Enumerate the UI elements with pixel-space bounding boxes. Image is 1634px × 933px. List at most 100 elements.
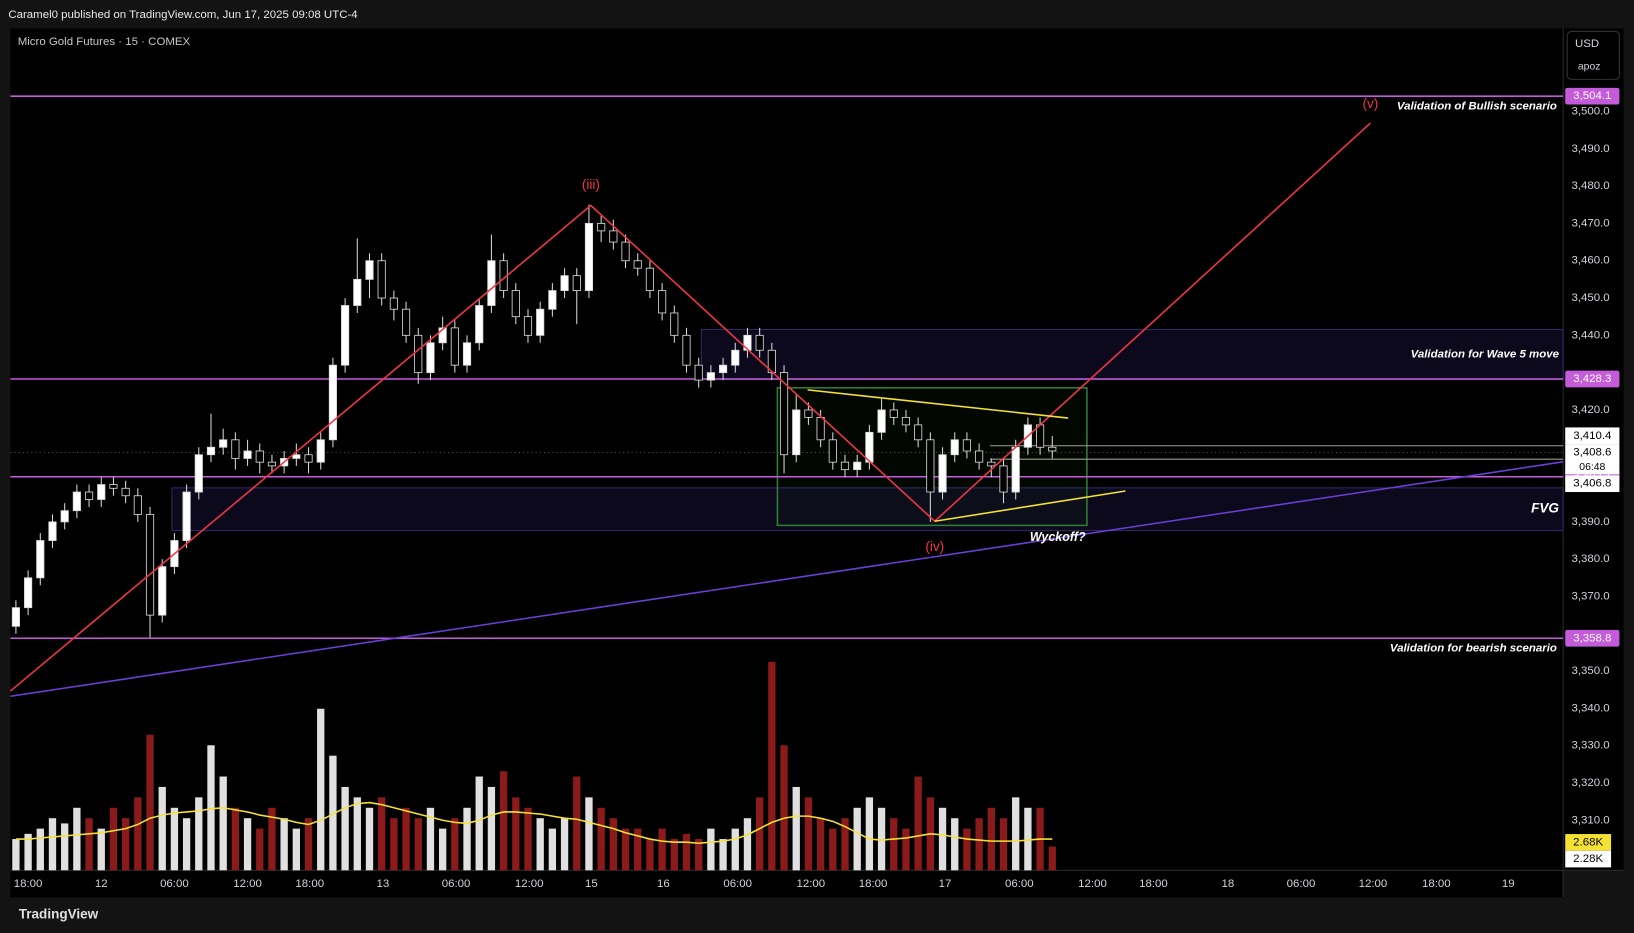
candle-body [11, 607, 20, 627]
x-tick-label: 06:00 [160, 878, 189, 890]
level-tag-label: 3,504.1 [1573, 90, 1611, 102]
candle-body [633, 260, 642, 269]
y-tick-label: 3,340.0 [1571, 702, 1609, 714]
volume-bar [85, 818, 93, 871]
volume-bar [865, 797, 874, 871]
price-tag-label: 3,406.8 [1573, 478, 1611, 490]
y-tick-label: 3,330.0 [1571, 740, 1609, 752]
candle-body [743, 334, 752, 351]
candle-body [487, 260, 496, 306]
plot [10, 95, 1564, 871]
volume-bar [743, 818, 752, 871]
scale-mode[interactable]: apoz [1578, 62, 1601, 73]
candle-body [597, 222, 606, 232]
candle-body [706, 372, 715, 381]
x-tick-label: 18 [1221, 878, 1234, 890]
volume-bar [341, 786, 349, 871]
candle-body [804, 409, 813, 418]
volume-bar [256, 828, 264, 871]
volume-bar [573, 776, 581, 871]
x-tick-label: 12:00 [233, 878, 262, 890]
candle-body [328, 364, 337, 441]
x-tick-label: 06:00 [723, 878, 752, 890]
volume-ma [15, 801, 1053, 845]
volume-bar [646, 839, 654, 871]
volume-bar [585, 797, 593, 871]
candle-body [194, 454, 203, 493]
volume-bar [755, 797, 764, 871]
fvg-label: FVG [1531, 500, 1559, 515]
volume-bar [560, 818, 569, 871]
price-tag [1565, 427, 1620, 445]
volume-bar [658, 828, 666, 871]
volume-bar [475, 776, 483, 871]
wyckoff-label: Wyckoff? [1030, 530, 1086, 544]
volume-bar [975, 818, 983, 871]
level-tag [1565, 370, 1620, 388]
footer-logo: TradingView [19, 907, 99, 922]
candle-body [145, 513, 155, 616]
candle-body [255, 450, 264, 463]
volume-bar [317, 708, 325, 871]
volume-bar [231, 807, 240, 871]
candle-body [792, 409, 801, 456]
volume-bar [48, 818, 57, 871]
volume-bar [707, 828, 715, 871]
time-axis [10, 870, 1564, 898]
candle-body [755, 334, 764, 351]
volume-bar [219, 776, 227, 871]
candle-body [536, 308, 545, 336]
candle-body [36, 540, 45, 579]
volume-bar [463, 807, 471, 871]
x-tick-label: 19 [1502, 878, 1515, 890]
volume-bar [768, 661, 776, 871]
candle-body [292, 454, 301, 459]
volume-bar [414, 818, 422, 871]
candle-body [219, 439, 228, 448]
candle-body [901, 416, 911, 426]
x-tick-label: 12:00 [515, 878, 544, 890]
volume-bar [451, 818, 459, 871]
x-tick-label: 18:00 [1139, 878, 1168, 890]
candle-body [645, 267, 654, 291]
candle-body [1011, 446, 1020, 493]
volume-bar [438, 828, 447, 871]
volume-bar [207, 745, 215, 871]
volume-bar [780, 745, 788, 871]
candle-body [779, 372, 789, 456]
candle-body [316, 439, 325, 463]
candle-body [889, 409, 898, 418]
x-tick-label: 17 [939, 878, 952, 890]
candle-body [133, 495, 142, 515]
volume-bar [1012, 797, 1020, 871]
volume-bar [1048, 846, 1056, 871]
currency[interactable]: USD [1575, 38, 1599, 50]
y-tick-label: 3,470.0 [1571, 217, 1609, 229]
volume-bar [890, 818, 898, 871]
volume-bar [353, 797, 361, 871]
volume-bar [329, 755, 337, 871]
volume-bar [695, 839, 703, 871]
candle-body [548, 290, 557, 310]
candle-body [938, 454, 947, 493]
symbol: Micro Gold Futures · 15 · COMEX [18, 36, 191, 48]
volume-bar [512, 797, 520, 871]
level-note: Validation for bearish scenario [1390, 642, 1557, 654]
volume-bar [182, 818, 191, 871]
volume-bar [987, 807, 995, 871]
candle-body [731, 349, 740, 366]
x-tick-label: 06:00 [1005, 878, 1034, 890]
candle-body [121, 487, 130, 497]
volume-bar [158, 786, 166, 871]
x-tick-label: 15 [585, 878, 598, 890]
wave-label: (iv) [925, 539, 944, 554]
level-tag [1565, 629, 1620, 647]
candle-body [158, 566, 167, 616]
level-tag-label: 3,358.8 [1573, 632, 1611, 644]
volume-tag-label: 2.28K [1573, 853, 1603, 865]
y-tick-label: 3,460.0 [1571, 255, 1609, 267]
currency-button[interactable] [1566, 30, 1620, 80]
price-tag [1565, 475, 1620, 493]
